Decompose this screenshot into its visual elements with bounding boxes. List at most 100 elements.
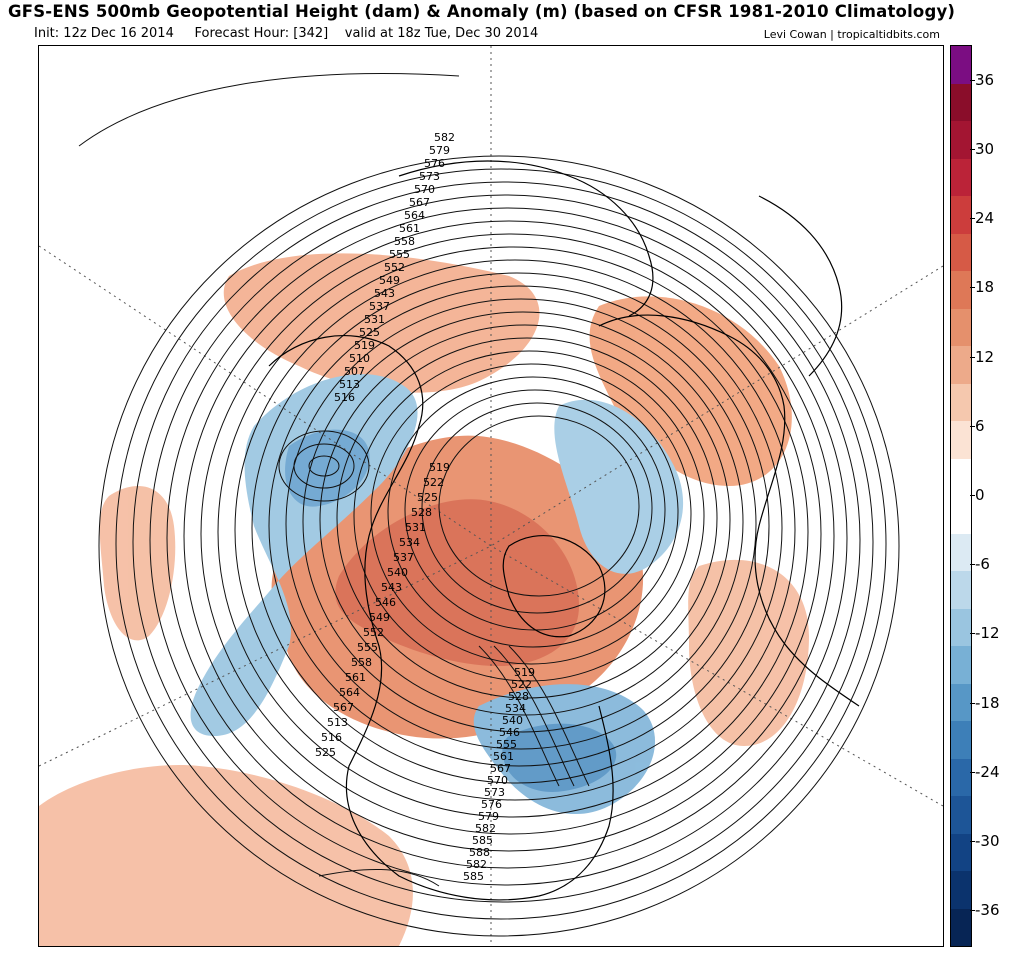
contour-ring-5 [166, 207, 848, 869]
contour-label: 525 [315, 746, 336, 759]
contour-label: 519 [354, 339, 375, 352]
credit-text: Levi Cowan | tropicaltidbits.com [763, 28, 940, 41]
colorbar-segment [951, 308, 971, 346]
contour-ring-11 [268, 285, 770, 767]
coast-greenland [502, 535, 606, 638]
contour-label: 585 [472, 834, 493, 847]
contour-ring-3 [132, 181, 874, 903]
contour-label: 576 [424, 157, 445, 170]
colorbar-segment [951, 121, 971, 159]
colorbar-segment [951, 158, 971, 196]
contour-label: 546 [375, 596, 396, 609]
colorbar-segment [951, 421, 971, 459]
contour-label: 570 [414, 183, 435, 196]
coastlines [268, 160, 860, 901]
colorbar-segment [951, 833, 971, 871]
contour-label: 579 [478, 810, 499, 823]
contour-label: 531 [364, 313, 385, 326]
contour-label: 561 [399, 222, 420, 235]
colorbar-label: -24 [975, 762, 1000, 781]
contour-label: 552 [384, 261, 405, 274]
colorbar-segment [951, 721, 971, 759]
contour-label: 582 [434, 131, 455, 144]
init-line: Init: 12z Dec 16 2014 Forecast Hour: [34… [34, 26, 538, 41]
contour-label: 573 [419, 170, 440, 183]
contour-ring-13 [302, 311, 744, 733]
contour-ring-17 [370, 363, 692, 665]
colorbar-label: 12 [975, 347, 995, 366]
low-bering-2 [293, 443, 355, 489]
colorbar-segment [951, 346, 971, 384]
contour-label: 513 [339, 378, 360, 391]
colorbar-segment [951, 796, 971, 834]
colorbar-tick [970, 841, 975, 843]
valid-time: valid at 18z Tue, Dec 30 2014 [344, 26, 539, 41]
contour-label: 525 [359, 326, 380, 339]
contour-ring-2 [115, 168, 887, 920]
colorbar-tick [970, 287, 975, 289]
contour-label: 516 [334, 391, 355, 404]
contour-ring-1 [98, 155, 900, 937]
low-bering-1 [278, 430, 370, 502]
colorbar-tick [970, 79, 975, 81]
contour-ring-20 [421, 402, 653, 614]
contour-label: 552 [363, 626, 384, 639]
contour-ring-21 [438, 415, 640, 597]
contour-label: 537 [369, 300, 390, 313]
colorbar-label: -30 [975, 832, 1000, 851]
contour-ring-8 [217, 246, 809, 818]
contour-label: 513 [327, 716, 348, 729]
contour-label: 579 [429, 144, 450, 157]
trough-eastern-us-2 [493, 645, 575, 787]
anomaly-fills [39, 253, 809, 946]
contour-label: 525 [417, 491, 438, 504]
contour-label: 549 [379, 274, 400, 287]
anomaly-positive-pacific [99, 486, 176, 641]
colorbar-label: -6 [975, 555, 990, 574]
colorbar-segment [951, 871, 971, 909]
anomaly-positive-southwest [39, 765, 413, 946]
contour-label: 519 [514, 666, 535, 679]
contour-label: 540 [387, 566, 408, 579]
north-pacific-outline [78, 73, 460, 147]
contour-label: 522 [511, 678, 532, 691]
meridian-west [39, 245, 492, 547]
forecast-hour: Forecast Hour: [342] [194, 26, 329, 41]
colorbar-segment [951, 383, 971, 421]
contour-label: 585 [463, 870, 484, 883]
coast-europe [598, 314, 860, 707]
contour-label: 561 [345, 671, 366, 684]
contour-ring-14 [319, 324, 731, 716]
colorbar-label: 18 [975, 278, 995, 297]
anomaly-negative-eastern-us-core [502, 723, 617, 792]
trough-eastern-us-1 [478, 645, 560, 787]
trough-eastern-us-3 [508, 645, 590, 787]
graticule [39, 46, 943, 946]
colorbar-tick [970, 564, 975, 566]
colorbar-label: 30 [975, 139, 995, 158]
colorbar-label: -12 [975, 624, 1000, 643]
colorbar-label: 6 [975, 416, 985, 435]
colorbar-segment [951, 46, 971, 84]
contour-label: 516 [321, 731, 342, 744]
colorbar-tick [970, 633, 975, 635]
contour-label: 564 [404, 209, 425, 222]
colorbar-segment [951, 458, 971, 496]
contour-label: 564 [339, 686, 360, 699]
colorbar-tick [970, 218, 975, 220]
contour-label: 567 [409, 196, 430, 209]
contour-ring-6 [183, 220, 835, 852]
contour-ring-12 [285, 298, 757, 750]
colorbar-segment [951, 908, 971, 946]
map-frame: 582 579 576 573 570 567 564 561 558 555 552 549 543 5… [38, 45, 944, 947]
contour-label: 546 [499, 726, 520, 739]
colorbar-tick [970, 771, 975, 773]
contour-label: 582 [466, 858, 487, 871]
contour-label: 528 [508, 690, 529, 703]
contour-ring-9 [234, 259, 796, 801]
contour-label: 531 [405, 521, 426, 534]
meridian-east [490, 265, 943, 547]
contour-label: 567 [490, 762, 511, 775]
colorbar-tick [970, 702, 975, 704]
low-bering-3 [308, 455, 340, 477]
